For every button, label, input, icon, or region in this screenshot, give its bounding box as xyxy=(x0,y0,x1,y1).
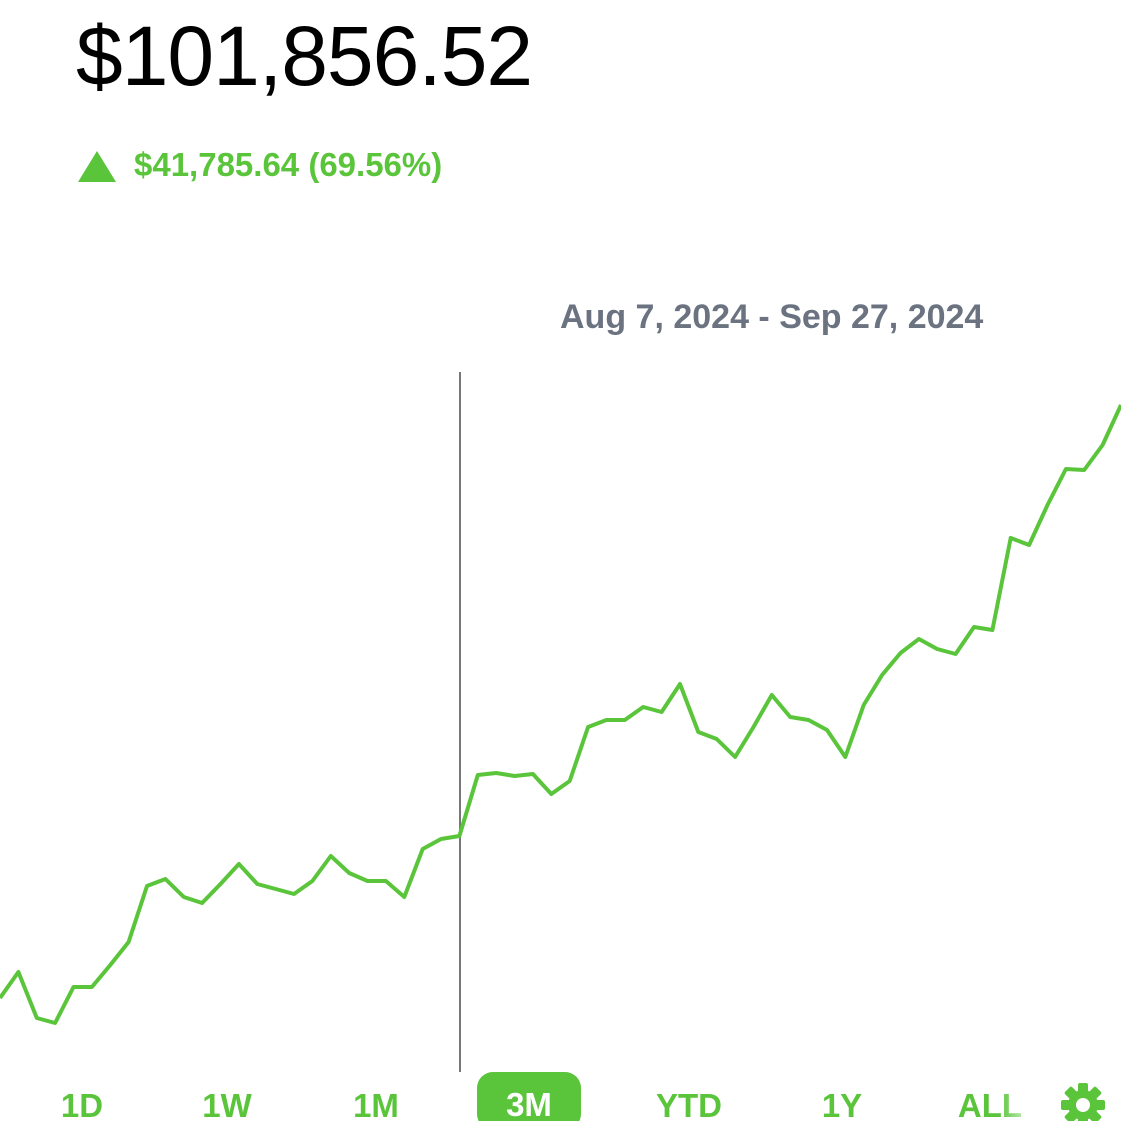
fade xyxy=(1000,1075,1050,1121)
range-button[interactable]: 3M xyxy=(477,1072,581,1121)
range-button[interactable]: YTD xyxy=(656,1087,722,1121)
range-button[interactable]: 1W xyxy=(202,1087,252,1121)
change: $41,785.64 (69.56%) xyxy=(134,146,443,183)
price-line xyxy=(0,404,1121,1025)
settings-icon[interactable] xyxy=(1060,1082,1106,1121)
range-button[interactable]: 1Y xyxy=(821,1087,863,1121)
balance: $101,856.52 xyxy=(76,9,533,103)
date-range: Aug 7, 2024 - Sep 27, 2024 xyxy=(560,298,984,336)
range-button[interactable]: 1M xyxy=(353,1087,399,1121)
range-button[interactable]: 1D xyxy=(60,1087,104,1121)
up-arrow xyxy=(78,151,116,182)
